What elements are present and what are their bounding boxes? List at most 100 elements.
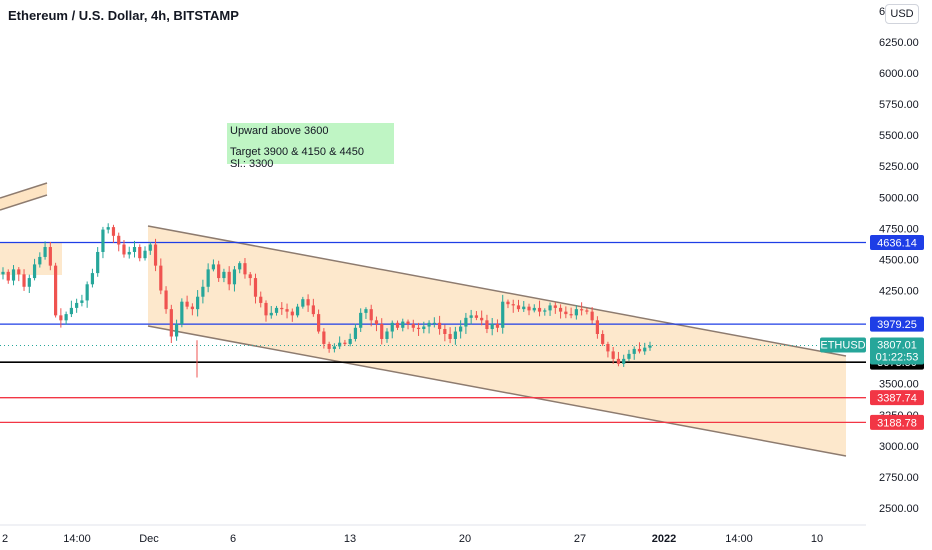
price-tick-label: 6250.00 [879,37,919,49]
candle-body [159,265,163,291]
candle-body [616,358,621,364]
candle-body [643,347,647,352]
price-tick-label: 5750.00 [879,99,919,111]
chart-title: Ethereum / U.S. Dollar, 4h, BITSTAMP [8,8,239,23]
candle-body [138,247,142,259]
currency-button[interactable]: USD [885,4,919,24]
candle-body [395,322,400,328]
candle-body [338,342,342,347]
price-tick-label: 4250.00 [879,286,919,298]
candle-body [259,296,263,303]
candle-body [501,301,505,328]
candle-body [390,322,394,332]
channel-lower-line [147,325,847,457]
candle-body [432,322,436,324]
candle-body [516,305,521,310]
candle-body [248,274,252,279]
candle-body [48,247,52,266]
candle-body [590,311,594,321]
candle-body [238,263,242,270]
candle-body [96,251,100,274]
candle-body [80,300,84,303]
price-tick-label: 3500.00 [879,379,919,391]
annotation-line-1: Upward above 3600 [230,125,329,137]
candle-body [317,314,321,332]
candle-body [522,306,526,310]
time-tick-label: Dec [139,533,159,545]
candle-body [274,307,279,313]
candle-body [648,345,652,348]
candle-body [22,274,26,287]
candle-body [543,310,547,312]
candle-body [527,306,531,311]
candle-body [11,269,16,281]
candle-body [143,250,147,259]
candle-body [448,334,452,339]
time-tick-label: 20 [459,533,471,545]
price-tick-label: 2500.00 [879,503,919,515]
candle-body [227,271,231,285]
price-tick-label: 4500.00 [879,254,919,266]
candle-body [632,348,636,354]
candle-body [243,263,247,275]
annotation-line-2: Target 3900 & 4150 & 4450 [230,146,364,158]
candle-body [595,320,599,334]
annotation-note[interactable]: Upward above 3600 Target 3900 & 4150 & 4… [227,123,394,170]
candle-body [132,247,137,252]
candle-body [90,273,95,285]
candle-body [564,311,568,315]
price-tick-label: 3000.00 [879,441,919,453]
candle-body [485,320,489,330]
candle-body [217,264,221,279]
level-price-badge [870,414,924,430]
candle-body [480,317,484,321]
price-tick-label: 5000.00 [879,192,919,204]
price-tick-label: 2750.00 [879,472,919,484]
candle-body [553,305,557,308]
symbol-badge [820,337,866,353]
time-axis[interactable]: 2 14:00 Dec 6 13 20 27 2022 14:00 10 [0,524,866,545]
candle-body [75,302,79,308]
candle-body [622,358,626,364]
candle-body [32,264,37,279]
candle-body [196,296,200,310]
channel-fill [148,226,846,456]
candle-body [611,351,615,359]
candle-body [427,322,431,327]
candle-body [106,227,110,230]
candle-body [532,307,536,311]
time-tick-label: 27 [574,533,586,545]
time-tick-label: 2 [2,533,8,545]
level-price-text: 3387.74 [877,393,917,405]
candle-body [574,309,578,316]
left-zone-rect [0,243,62,275]
candle-body [280,307,284,310]
level-price-badge [870,390,924,406]
candle-body [548,305,552,311]
candle-body [359,312,363,328]
candle-body [43,247,47,257]
price-axis-bg [866,0,932,550]
price-axis[interactable]: 6500.006250.006000.005750.005500.005250.… [866,0,932,550]
candle-body [269,312,273,316]
candle-body [380,324,384,339]
level-price-text: 4636.14 [877,238,917,250]
price-labels: 4636.143979.253673.503387.743188.783807.… [820,235,924,430]
candle-body [422,326,426,330]
candle-body [364,309,368,313]
candle-body [301,299,305,307]
candle-body [322,331,326,344]
symbol-text: ETHUSD [820,340,865,352]
candle-body [343,342,347,344]
time-tick-label: 10 [811,533,823,545]
candle-body [327,343,331,349]
candle-body [416,327,421,330]
candle-body [211,264,216,270]
time-tick-label: 6 [230,533,236,545]
level-price-badge [870,316,924,332]
current-price-text: 3807.01 [877,340,917,352]
candle-body [222,271,226,279]
candle-body [180,301,184,325]
candle-body [127,251,131,255]
